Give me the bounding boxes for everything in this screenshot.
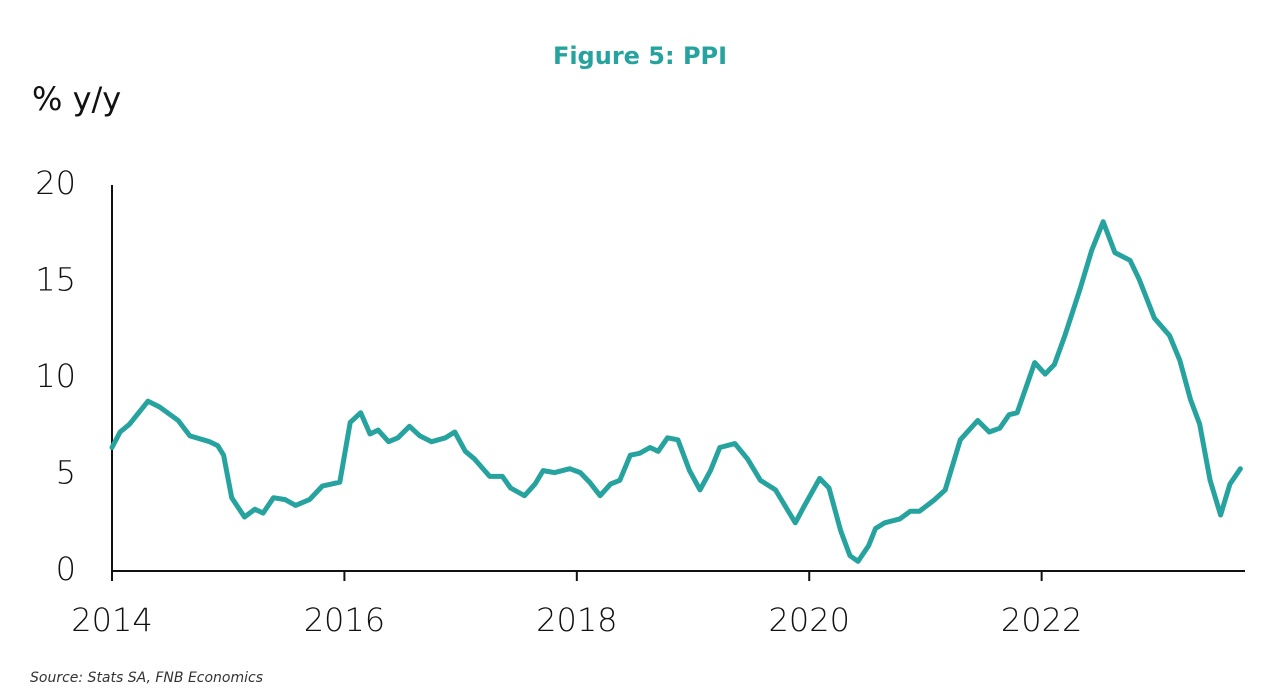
x-tick-label: 2018 bbox=[536, 601, 617, 639]
y-tick-label: 15 bbox=[35, 261, 76, 299]
y-axis-label: % y/y bbox=[32, 80, 121, 118]
ppi-line bbox=[109, 219, 1243, 564]
y-tick-label: 5 bbox=[56, 454, 76, 492]
y-tick-label: 10 bbox=[35, 357, 76, 395]
x-tick-label: 2022 bbox=[1001, 601, 1082, 639]
y-tick-label: 20 bbox=[35, 164, 76, 202]
chart-title: Figure 5: PPI bbox=[553, 42, 727, 70]
x-tick-label: 2020 bbox=[769, 601, 850, 639]
x-tick-label: 2016 bbox=[304, 601, 385, 639]
y-tick-label: 0 bbox=[56, 550, 76, 588]
source-note: Source: Stats SA, FNB Economics bbox=[30, 670, 263, 686]
x-tick-label: 2014 bbox=[71, 601, 152, 639]
